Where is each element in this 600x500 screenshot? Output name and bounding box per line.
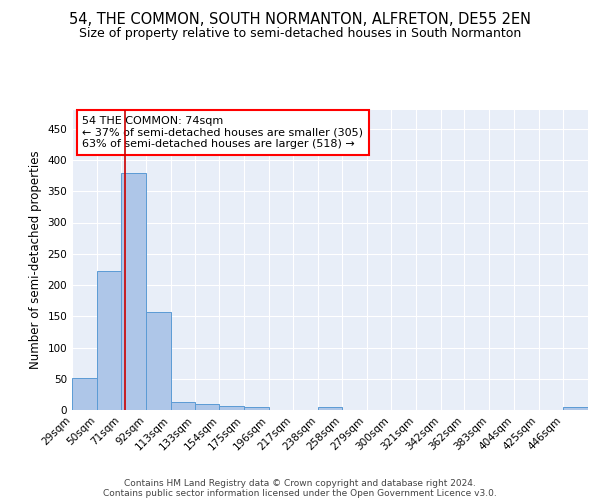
Text: Contains public sector information licensed under the Open Government Licence v3: Contains public sector information licen… xyxy=(103,488,497,498)
Bar xyxy=(121,172,146,410)
Bar xyxy=(318,407,342,410)
Bar xyxy=(72,378,97,410)
Text: Size of property relative to semi-detached houses in South Normanton: Size of property relative to semi-detach… xyxy=(79,28,521,40)
Bar xyxy=(97,271,121,410)
Text: 54 THE COMMON: 74sqm
← 37% of semi-detached houses are smaller (305)
63% of semi: 54 THE COMMON: 74sqm ← 37% of semi-detac… xyxy=(82,116,364,149)
Bar xyxy=(171,402,194,410)
Y-axis label: Number of semi-detached properties: Number of semi-detached properties xyxy=(29,150,42,370)
Text: 54, THE COMMON, SOUTH NORMANTON, ALFRETON, DE55 2EN: 54, THE COMMON, SOUTH NORMANTON, ALFRETO… xyxy=(69,12,531,28)
Bar xyxy=(194,404,219,410)
Text: Contains HM Land Registry data © Crown copyright and database right 2024.: Contains HM Land Registry data © Crown c… xyxy=(124,478,476,488)
Bar xyxy=(244,407,269,410)
Bar xyxy=(219,406,244,410)
Bar xyxy=(146,312,171,410)
Bar xyxy=(563,407,588,410)
